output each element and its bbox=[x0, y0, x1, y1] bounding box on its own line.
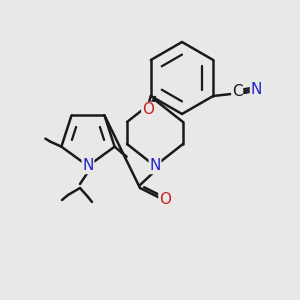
Text: C: C bbox=[232, 85, 242, 100]
Text: N: N bbox=[149, 158, 161, 173]
Text: O: O bbox=[159, 193, 171, 208]
Text: N: N bbox=[82, 158, 94, 173]
Text: O: O bbox=[142, 103, 154, 118]
Text: N: N bbox=[250, 82, 262, 97]
